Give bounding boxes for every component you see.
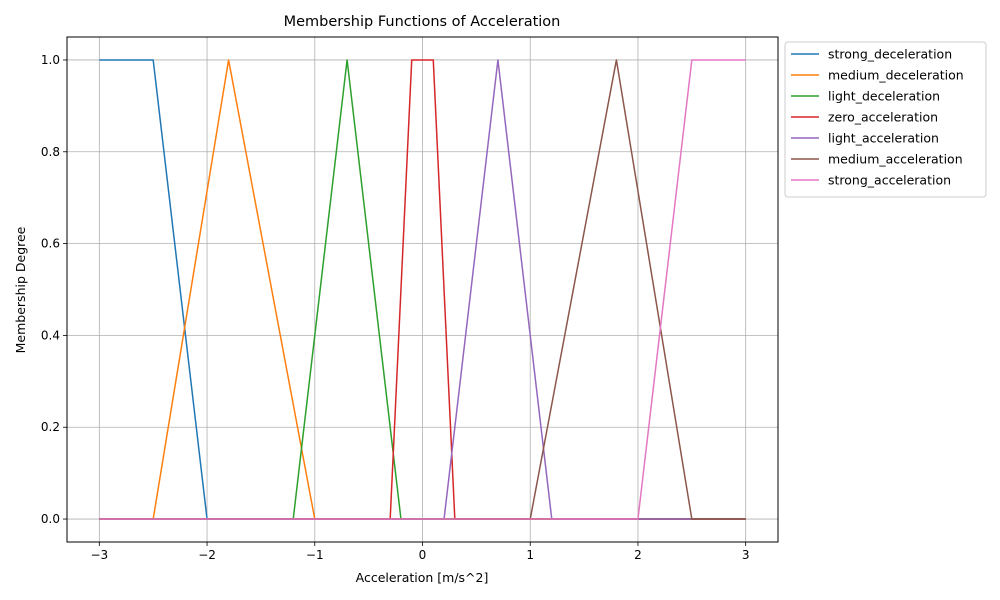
series-lines [99,59,746,520]
y-axis-label: Membership Degree [13,226,28,353]
legend-label: strong_acceleration [828,173,951,188]
x-tick-label: 3 [742,548,750,562]
chart-title: Membership Functions of Acceleration [284,14,561,30]
legend-item: medium_acceleration [791,152,963,167]
legend-label: strong_deceleration [828,47,952,62]
legend-label: zero_acceleration [828,110,938,125]
x-axis-ticks: −3 −2 −1 0 1 2 3 [90,542,750,562]
x-tick-label: 2 [634,548,642,562]
y-tick-label: 0.2 [41,420,60,434]
y-tick-label: 0.0 [41,512,60,526]
y-axis-ticks: 0.0 0.2 0.4 0.6 0.8 1.0 [41,53,67,526]
series-line-strong-acceleration [99,59,746,520]
legend-item: light_deceleration [791,89,940,104]
y-tick-label: 0.6 [41,237,60,251]
legend-label: light_acceleration [828,131,939,146]
x-axis-label: Acceleration [m/s^2] [356,570,489,585]
y-tick-label: 0.4 [41,328,60,342]
grid [67,37,778,542]
x-tick-label: −2 [198,548,216,562]
x-tick-label: 0 [419,548,427,562]
legend-box [784,41,987,198]
y-tick-label: 1.0 [41,53,60,67]
legend-item: strong_acceleration [791,173,951,188]
legend: strong_deceleration medium_decelerationli… [784,41,987,198]
x-tick-label: 1 [526,548,534,562]
legend-item: light_acceleration [791,131,939,146]
legend-item: medium_deceleration [791,68,964,83]
y-tick-label: 0.8 [41,145,60,159]
x-tick-label: −1 [306,548,324,562]
legend-item: zero_acceleration [791,110,938,125]
legend-label: medium_deceleration [828,68,964,83]
x-tick-label: −3 [90,548,108,562]
legend-label: light_deceleration [828,89,940,104]
legend-item: strong_deceleration [791,47,952,62]
legend-label: medium_acceleration [828,152,963,167]
